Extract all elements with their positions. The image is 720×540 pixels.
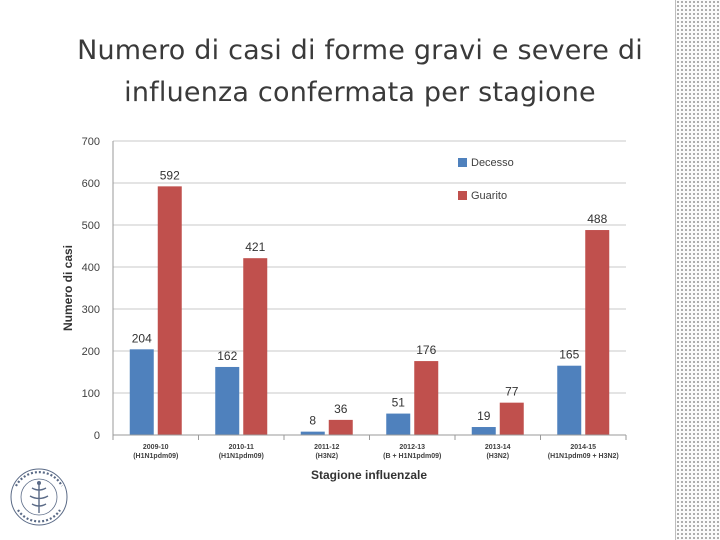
bar-guarito <box>585 230 610 435</box>
grid-lines <box>113 140 626 436</box>
y-tick-label: 500 <box>82 220 100 232</box>
legend-swatch-guarito <box>458 191 467 200</box>
bar-guarito <box>499 402 524 435</box>
data-label-decesso: 165 <box>559 348 579 362</box>
bar-guarito <box>157 186 182 435</box>
legend: Decesso Guarito <box>458 157 514 202</box>
data-label-guarito: 592 <box>160 168 180 182</box>
data-label-decesso: 51 <box>392 396 406 410</box>
bar-guarito <box>328 419 353 435</box>
legend-label-decesso: Decesso <box>471 157 514 169</box>
legend-swatch-decesso <box>458 158 467 167</box>
axes <box>112 141 627 440</box>
data-label-guarito: 77 <box>505 385 519 399</box>
x-category-label: (H3N2) <box>486 453 509 460</box>
data-label-guarito: 36 <box>334 402 348 416</box>
y-tick-label: 200 <box>82 346 100 358</box>
y-tick-label: 100 <box>82 388 100 400</box>
y-tick-label: 600 <box>82 178 100 190</box>
bar-decesso <box>215 366 240 435</box>
x-category-label: 2012-13 <box>399 444 425 451</box>
bar-decesso <box>471 427 496 435</box>
x-category-label: (H1N1pdm09) <box>133 453 178 460</box>
y-axis-title: Numero di casi <box>61 245 75 331</box>
data-label-decesso: 162 <box>217 349 237 363</box>
bar-guarito <box>243 258 268 435</box>
x-category-label: 2010-11 <box>229 444 254 451</box>
y-tick-label: 300 <box>82 304 100 316</box>
y-tick-label: 400 <box>82 262 100 274</box>
x-category-label: (H1N1pdm09 + H3N2) <box>548 453 619 460</box>
data-label-decesso: 8 <box>309 414 316 428</box>
x-category-label: (H1N1pdm09) <box>219 453 264 460</box>
legend-label-guarito: Guarito <box>471 190 507 202</box>
x-category-label: 2011-12 <box>314 444 339 451</box>
x-category-label: 2009-10 <box>143 444 169 451</box>
bar-decesso <box>129 349 154 435</box>
data-label-guarito: 421 <box>245 240 265 254</box>
x-category-label: (B + H1N1pdm09) <box>383 453 441 460</box>
labels: 0 100 200 300 400 500 600 700 204 592 2009-10 (H1N1… <box>82 136 619 460</box>
bars <box>129 186 610 435</box>
data-label-decesso: 204 <box>132 331 152 345</box>
institute-seal-logo <box>10 468 68 526</box>
data-label-decesso: 19 <box>477 409 491 423</box>
data-label-guarito: 176 <box>416 343 436 357</box>
slide-title: Numero di casi di forme gravi e severe d… <box>40 30 680 114</box>
y-tick-label: 0 <box>94 430 100 442</box>
slide-title-line-1: Numero di casi di forme gravi e severe d… <box>77 35 643 66</box>
bar-decesso <box>300 431 325 435</box>
y-tick-label: 700 <box>82 136 100 148</box>
bar-guarito <box>414 361 439 435</box>
bar-decesso <box>557 365 582 435</box>
x-category-label: 2013-14 <box>485 444 511 451</box>
slide-title-line-2: influenza confermata per stagione <box>124 77 596 108</box>
decorative-side-band <box>675 0 720 540</box>
x-axis-title: Stagione influenzale <box>311 468 427 482</box>
data-label-guarito: 488 <box>587 212 607 226</box>
bar-decesso <box>386 413 411 435</box>
x-category-label: (H3N2) <box>315 453 338 460</box>
x-category-label: 2014-15 <box>570 444 596 451</box>
